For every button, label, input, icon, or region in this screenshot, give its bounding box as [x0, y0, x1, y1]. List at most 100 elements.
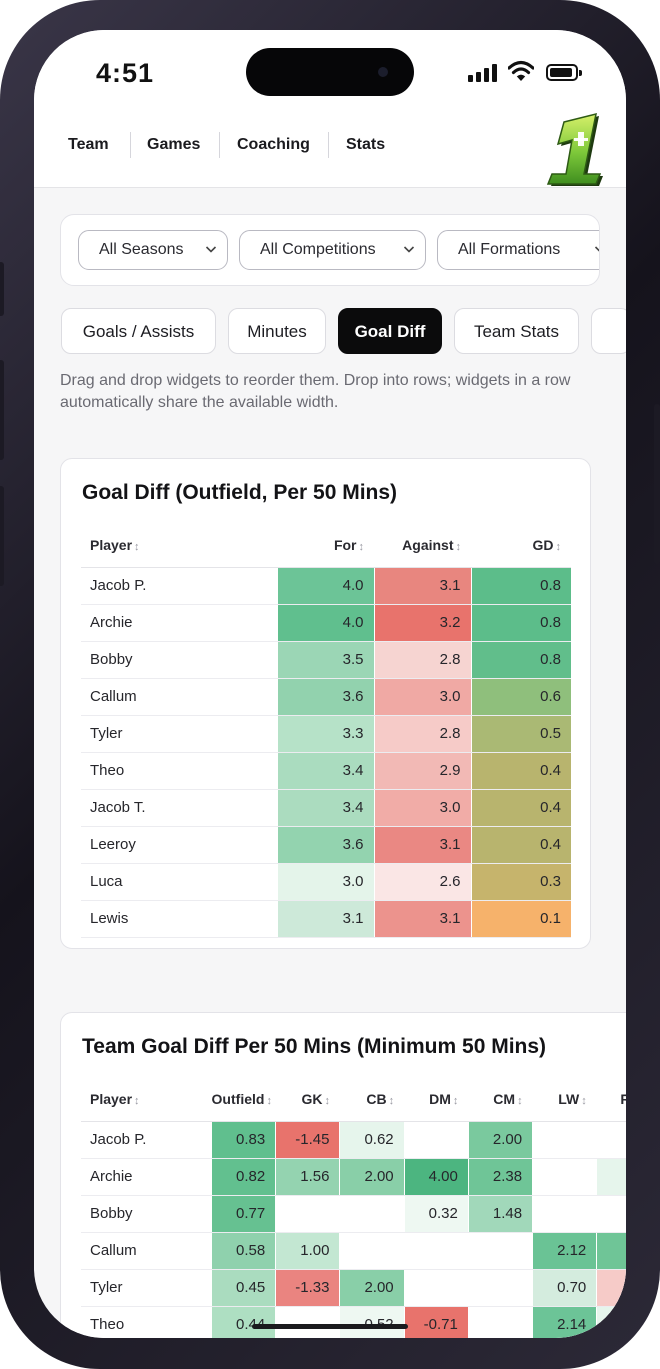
team-goal-diff-widget[interactable]: Team Goal Diff Per 50 Mins (Minimum 50 M…: [60, 1012, 626, 1338]
column-header-dm[interactable]: DM ↕: [404, 1077, 469, 1122]
against-cell: 3.1: [373, 826, 471, 864]
sort-icon: ↕: [517, 1094, 523, 1107]
sort-icon: ↕: [266, 1094, 272, 1107]
tab-more[interactable]: [591, 308, 626, 354]
position-gd-cell: 0.70: [532, 1269, 597, 1307]
position-gd-cell: [275, 1195, 340, 1233]
position-gd-cell: -1.: [596, 1269, 626, 1307]
phone-screen: 4:51 Team Games Coaching Stats: [34, 30, 626, 1338]
for-cell: 3.0: [276, 863, 374, 901]
column-header-player[interactable]: Player ↕: [81, 523, 277, 568]
tab-team-stats[interactable]: Team Stats: [454, 308, 579, 354]
against-cell: 2.6: [373, 863, 471, 901]
goal-diff-widget[interactable]: Goal Diff (Outfield, Per 50 Mins) Player…: [60, 458, 591, 949]
player-name-cell: Theo: [81, 752, 277, 790]
for-cell: 3.3: [276, 715, 374, 753]
position-gd-cell: [532, 1195, 597, 1233]
formation-select-value: All Formations: [458, 241, 561, 258]
column-header-cb[interactable]: CB ↕: [339, 1077, 405, 1122]
season-select[interactable]: All Seasons: [78, 230, 228, 270]
position-gd-cell: 0.44: [211, 1306, 276, 1338]
column-header-gd[interactable]: GD ↕: [471, 523, 571, 568]
phone-volume-up-button: [0, 360, 4, 460]
position-gd-cell: -1.33: [275, 1269, 340, 1307]
position-gd-cell: 0.58: [211, 1232, 276, 1270]
gd-cell: 0.8: [470, 567, 571, 605]
position-gd-cell: 0.52: [339, 1306, 405, 1338]
gd-cell: 0.8: [470, 641, 571, 679]
player-name-cell: Bobby: [81, 1195, 212, 1233]
column-header-lw[interactable]: LW ↕: [532, 1077, 597, 1122]
table-row: Jacob P. 0.83 -1.45 0.62 2.00: [81, 1121, 626, 1159]
top-nav: Team Games Coaching Stats: [34, 108, 626, 188]
position-gd-cell: 0.32: [403, 1195, 469, 1233]
position-gd-cell: 2.00: [467, 1121, 533, 1159]
column-header-cm[interactable]: CM ↕: [468, 1077, 533, 1122]
formation-select[interactable]: All Formations: [437, 230, 599, 270]
sort-icon: ↕: [388, 1094, 395, 1107]
gd-cell: 0.4: [470, 789, 571, 827]
sort-icon: ↕: [134, 1094, 140, 1107]
season-select-value: All Seasons: [99, 241, 184, 258]
table-row: Bobby 3.5 2.8 0.8: [81, 641, 571, 679]
phone-power-button: [654, 404, 660, 564]
player-name-cell: Archie: [81, 1158, 212, 1196]
nav-divider: [328, 132, 329, 158]
sort-icon: ↕: [555, 540, 562, 553]
position-gd-cell: -1.45: [275, 1121, 340, 1159]
gd-cell: 0.3: [470, 863, 571, 901]
team-goal-diff-table: Player↕Outfield↕GK↕CB↕DM↕CM↕LW↕RW↕ Jacob…: [81, 1077, 626, 1338]
position-gd-cell: 0.45: [211, 1269, 276, 1307]
player-name-cell: Leeroy: [81, 826, 277, 864]
gd-cell: 0.4: [470, 752, 571, 790]
against-cell: 3.2: [373, 604, 471, 642]
column-header-outfield[interactable]: Outfield ↕: [211, 1077, 276, 1122]
against-cell: 2.9: [373, 752, 471, 790]
sort-icon: ↕: [358, 540, 365, 553]
home-indicator: [252, 1324, 408, 1329]
position-gd-cell: 1.48: [467, 1195, 533, 1233]
tab-minutes[interactable]: Minutes: [228, 308, 326, 354]
table-row: Archie 4.0 3.2 0.8: [81, 604, 571, 642]
position-gd-cell: 1.00: [275, 1232, 340, 1270]
nav-team[interactable]: Team: [68, 136, 109, 153]
column-header-rw[interactable]: RW↕: [596, 1077, 626, 1122]
nav-divider: [130, 132, 131, 158]
column-header-player[interactable]: Player ↕: [81, 1077, 212, 1122]
position-gd-cell: [596, 1121, 626, 1159]
position-gd-cell: 0.83: [211, 1121, 276, 1159]
player-name-cell: Bobby: [81, 641, 277, 679]
column-header-against[interactable]: Against ↕: [374, 523, 471, 568]
gd-cell: 0.5: [470, 715, 571, 753]
position-gd-cell: 2.12: [532, 1232, 597, 1270]
competition-select[interactable]: All Competitions: [239, 230, 426, 270]
position-gd-cell: 0.82: [211, 1158, 276, 1196]
sort-icon: ↕: [581, 1094, 587, 1107]
nav-coaching[interactable]: Coaching: [237, 136, 310, 153]
nav-divider: [219, 132, 220, 158]
player-name-cell: Archie: [81, 604, 277, 642]
position-gd-cell: 2.: [596, 1232, 626, 1270]
app-logo-icon[interactable]: [534, 110, 608, 186]
against-cell: 3.0: [373, 789, 471, 827]
chevron-down-icon: [205, 246, 217, 253]
column-header-gk[interactable]: GK ↕: [275, 1077, 340, 1122]
column-header-for[interactable]: For ↕: [277, 523, 374, 568]
tab-goals-assists[interactable]: Goals / Assists: [61, 308, 216, 354]
player-name-cell: Jacob T.: [81, 789, 277, 827]
player-name-cell: Theo: [81, 1306, 212, 1338]
player-name-cell: Jacob P.: [81, 567, 277, 605]
position-gd-cell: [596, 1195, 626, 1233]
against-cell: 2.8: [373, 641, 471, 679]
table-header-row: Player↕Outfield↕GK↕CB↕DM↕CM↕LW↕RW↕: [81, 1077, 626, 1122]
position-gd-cell: [467, 1269, 533, 1307]
position-gd-cell: 1.56: [275, 1158, 340, 1196]
phone-action-button: [0, 262, 4, 316]
nav-stats[interactable]: Stats: [346, 136, 386, 153]
for-cell: 3.4: [276, 789, 374, 827]
tab-goal-diff[interactable]: Goal Diff: [338, 308, 442, 354]
nav-games[interactable]: Games: [147, 136, 201, 153]
position-gd-cell: [403, 1269, 469, 1307]
